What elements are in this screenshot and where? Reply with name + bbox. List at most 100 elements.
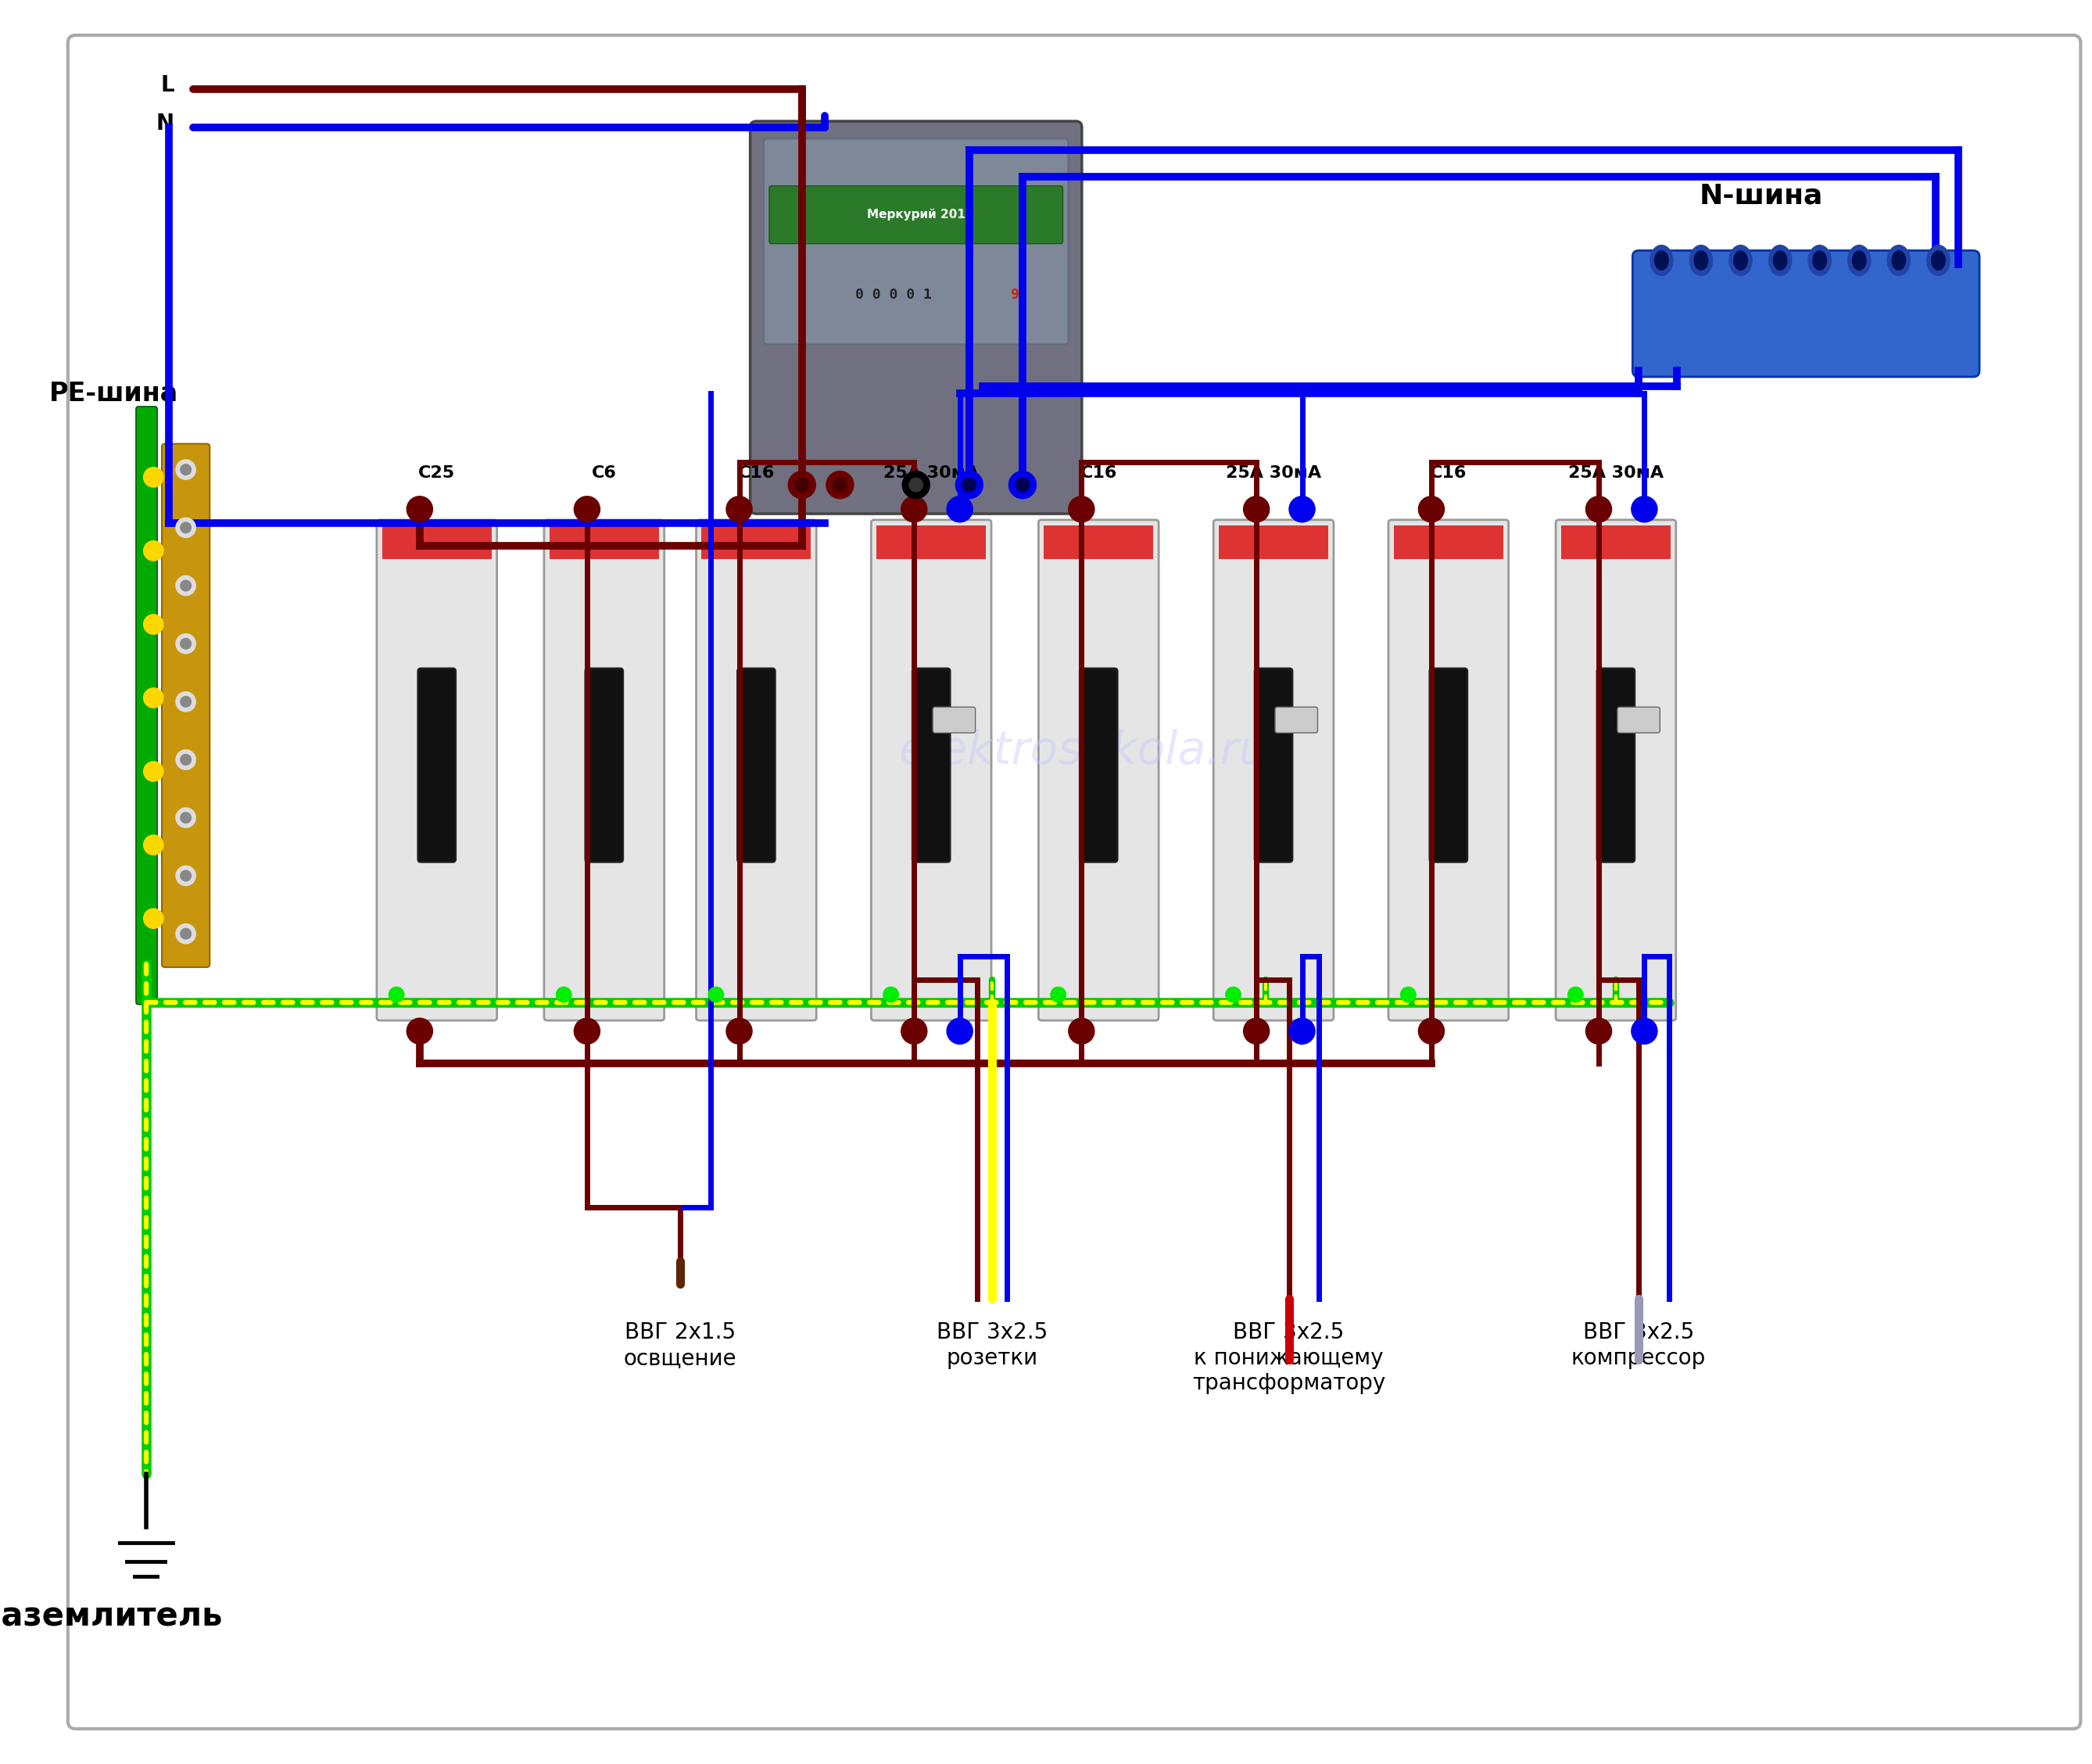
Circle shape (144, 542, 163, 561)
FancyBboxPatch shape (1632, 250, 1979, 377)
Text: ВВГ 3х2.5
к понижающему
трансформатору: ВВГ 3х2.5 к понижающему трансформатору (1192, 1321, 1385, 1394)
Circle shape (176, 691, 197, 711)
FancyBboxPatch shape (1596, 669, 1634, 863)
Ellipse shape (1734, 250, 1747, 270)
Circle shape (180, 464, 190, 475)
Text: С16: С16 (738, 466, 774, 482)
FancyBboxPatch shape (870, 520, 992, 1020)
Text: 25А 30мА: 25А 30мА (1226, 466, 1322, 482)
Circle shape (883, 988, 900, 1002)
Circle shape (144, 834, 163, 856)
Circle shape (144, 614, 163, 635)
Circle shape (176, 519, 197, 538)
Ellipse shape (1927, 245, 1950, 275)
Ellipse shape (1730, 245, 1751, 275)
Circle shape (726, 496, 753, 522)
Circle shape (406, 496, 433, 522)
Bar (701, 526, 812, 559)
Circle shape (1226, 988, 1241, 1002)
Circle shape (948, 496, 973, 522)
Circle shape (180, 870, 190, 880)
Circle shape (1050, 988, 1065, 1002)
Circle shape (144, 688, 163, 707)
Text: С6: С6 (592, 466, 617, 482)
Circle shape (573, 496, 600, 522)
Circle shape (902, 471, 929, 499)
Circle shape (1289, 496, 1316, 522)
Bar (1561, 526, 1672, 559)
Circle shape (826, 471, 854, 499)
Ellipse shape (1931, 250, 1946, 270)
Circle shape (556, 988, 571, 1002)
Circle shape (406, 1018, 433, 1044)
Circle shape (1243, 1018, 1270, 1044)
Circle shape (1069, 496, 1094, 522)
Circle shape (795, 478, 810, 492)
FancyBboxPatch shape (1556, 520, 1676, 1020)
Circle shape (833, 478, 847, 492)
Circle shape (1400, 988, 1416, 1002)
Circle shape (144, 908, 163, 928)
Circle shape (144, 467, 163, 487)
FancyBboxPatch shape (1389, 520, 1508, 1020)
FancyBboxPatch shape (161, 445, 209, 967)
Circle shape (176, 924, 197, 944)
Ellipse shape (1655, 250, 1667, 270)
FancyBboxPatch shape (1255, 669, 1293, 863)
Circle shape (948, 1018, 973, 1044)
Circle shape (709, 988, 724, 1002)
FancyBboxPatch shape (751, 122, 1082, 513)
Ellipse shape (1891, 250, 1906, 270)
Ellipse shape (1690, 245, 1713, 275)
Circle shape (902, 496, 927, 522)
Text: 25А 30мА: 25А 30мА (1569, 466, 1663, 482)
Ellipse shape (1814, 250, 1826, 270)
FancyBboxPatch shape (1213, 520, 1333, 1020)
Text: ВВГ 2х1.5
освщение: ВВГ 2х1.5 освщение (623, 1321, 736, 1369)
Circle shape (180, 755, 190, 766)
Text: С25: С25 (418, 466, 456, 482)
Circle shape (180, 639, 190, 649)
Ellipse shape (1768, 245, 1791, 275)
Circle shape (1418, 1018, 1443, 1044)
Ellipse shape (1851, 250, 1866, 270)
Circle shape (176, 633, 197, 654)
Circle shape (180, 522, 190, 533)
Text: TEST: TEST (1630, 716, 1646, 723)
Circle shape (176, 750, 197, 769)
Text: N-шина: N-шина (1699, 182, 1824, 210)
Ellipse shape (1774, 250, 1787, 270)
FancyBboxPatch shape (136, 406, 157, 1004)
Circle shape (789, 471, 816, 499)
Circle shape (1632, 496, 1657, 522)
Text: Меркурий 201: Меркурий 201 (866, 208, 964, 220)
Text: С16: С16 (1431, 466, 1466, 482)
Circle shape (1289, 1018, 1316, 1044)
Circle shape (956, 471, 983, 499)
Ellipse shape (1847, 245, 1870, 275)
Text: РЕ-шина: РЕ-шина (48, 381, 178, 406)
FancyBboxPatch shape (697, 520, 816, 1020)
Bar (877, 526, 985, 559)
Circle shape (573, 1018, 600, 1044)
Circle shape (180, 813, 190, 824)
FancyBboxPatch shape (764, 139, 1069, 344)
Circle shape (180, 697, 190, 707)
FancyBboxPatch shape (377, 520, 498, 1020)
Text: С16: С16 (1079, 466, 1117, 482)
Circle shape (1586, 496, 1611, 522)
Circle shape (1008, 471, 1036, 499)
Circle shape (962, 478, 977, 492)
FancyBboxPatch shape (912, 669, 950, 863)
Text: Заземлитель: Заземлитель (0, 1600, 224, 1633)
Text: N: N (157, 113, 174, 134)
FancyBboxPatch shape (1617, 707, 1659, 732)
Text: 25А 30мА: 25А 30мА (883, 466, 979, 482)
Circle shape (180, 928, 190, 938)
Bar (1220, 526, 1328, 559)
FancyBboxPatch shape (544, 520, 665, 1020)
FancyBboxPatch shape (736, 669, 776, 863)
Ellipse shape (1651, 245, 1674, 275)
Bar (1044, 526, 1153, 559)
FancyBboxPatch shape (418, 669, 456, 863)
